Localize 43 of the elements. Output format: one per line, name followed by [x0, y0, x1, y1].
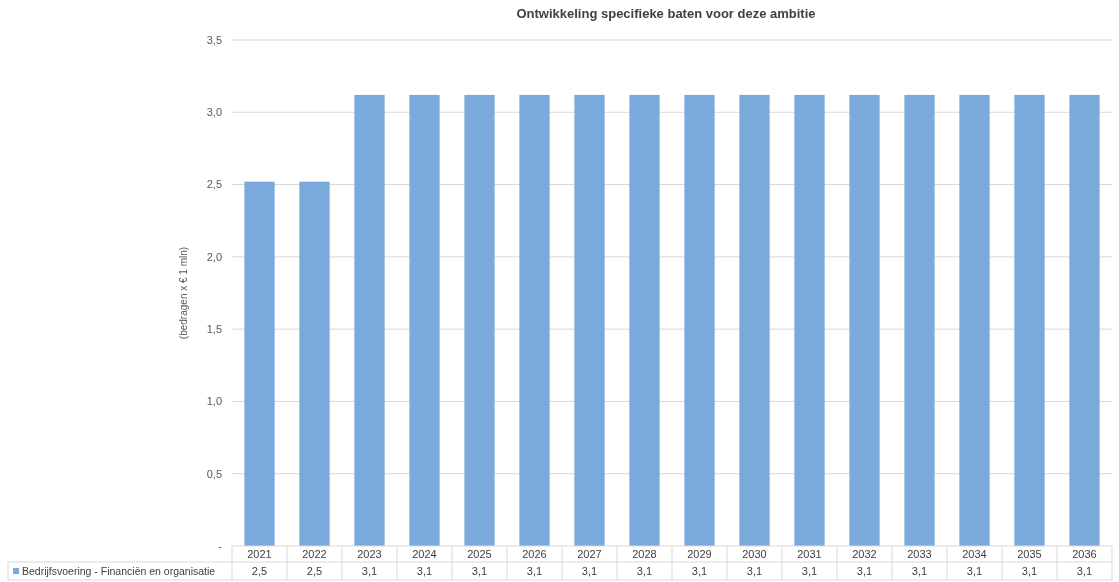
data-label: 3,1: [416, 564, 433, 577]
x-tick-label: 2024: [412, 547, 437, 560]
x-tick-label: 2022: [302, 547, 327, 560]
data-label: 3,1: [361, 564, 378, 577]
data-label: 3,1: [746, 564, 763, 577]
y-tick-label: 2,0: [206, 250, 222, 263]
data-label: 3,1: [1021, 564, 1038, 577]
data-label: 3,1: [801, 564, 818, 577]
x-tick-label: 2033: [907, 547, 932, 560]
data-label: 3,1: [471, 564, 488, 577]
y-tick-label: 0,5: [206, 467, 222, 480]
x-tick-label: 2031: [797, 547, 822, 560]
x-tick-label: 2029: [687, 547, 712, 560]
data-label: 3,1: [691, 564, 708, 577]
data-label: 3,1: [581, 564, 598, 577]
x-tick-label: 2025: [467, 547, 492, 560]
y-axis-title: (bedragen x € 1 mln): [178, 246, 189, 340]
data-label: 3,1: [636, 564, 653, 577]
y-tick-label: 3,0: [206, 106, 222, 119]
x-tick-label: 2021: [247, 547, 272, 560]
x-tick-label: 2030: [742, 547, 767, 560]
x-tick-label: 2023: [357, 547, 382, 560]
x-tick-label: 2027: [577, 547, 602, 560]
y-tick-label: 2,5: [206, 178, 222, 191]
data-label: 2,5: [251, 564, 268, 577]
data-label: 2,5: [306, 564, 323, 577]
y-tick-label: 1,5: [206, 322, 222, 335]
x-tick-label: 2026: [522, 547, 547, 560]
legend-label: Bedrijfsvoering - Financiën en organisatie: [22, 564, 216, 577]
x-tick-label: 2032: [852, 547, 877, 560]
x-tick-label: 2028: [632, 547, 657, 560]
data-label: 3,1: [966, 564, 983, 577]
x-tick-label: 2036: [1072, 547, 1097, 560]
data-label: 3,1: [911, 564, 928, 577]
y-tick-label: 1,0: [206, 395, 222, 408]
data-label: 3,1: [526, 564, 543, 577]
y-tick-label: -: [218, 539, 223, 552]
data-label: 3,1: [856, 564, 873, 577]
x-tick-label: 2034: [962, 547, 987, 560]
chart-title: Ontwikkeling specifieke baten voor deze ambitie: [516, 6, 816, 21]
x-tick-label: 2035: [1017, 547, 1042, 560]
data-label: 3,1: [1076, 564, 1093, 577]
y-tick-label: 3,5: [206, 33, 222, 46]
